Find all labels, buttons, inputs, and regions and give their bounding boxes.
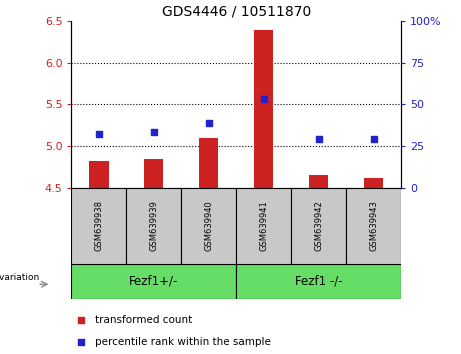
FancyBboxPatch shape xyxy=(71,188,126,264)
Text: GSM639941: GSM639941 xyxy=(259,200,268,251)
Text: Fezf1+/-: Fezf1+/- xyxy=(129,275,178,288)
Point xyxy=(95,131,103,136)
Text: GSM639938: GSM639938 xyxy=(95,200,103,251)
Bar xyxy=(364,178,383,188)
FancyBboxPatch shape xyxy=(236,188,291,264)
Text: percentile rank within the sample: percentile rank within the sample xyxy=(95,337,271,347)
Point xyxy=(260,96,267,102)
Point xyxy=(370,137,377,142)
Bar xyxy=(144,159,164,188)
Title: GDS4446 / 10511870: GDS4446 / 10511870 xyxy=(162,5,311,19)
Text: GSM639943: GSM639943 xyxy=(369,200,378,251)
Text: GSM639942: GSM639942 xyxy=(314,200,323,251)
FancyBboxPatch shape xyxy=(236,264,401,299)
Bar xyxy=(254,29,273,188)
Bar xyxy=(89,161,108,188)
FancyBboxPatch shape xyxy=(126,188,181,264)
FancyBboxPatch shape xyxy=(291,188,346,264)
Point xyxy=(77,339,85,345)
FancyBboxPatch shape xyxy=(346,188,401,264)
Text: GSM639940: GSM639940 xyxy=(204,200,213,251)
Text: GSM639939: GSM639939 xyxy=(149,200,159,251)
Text: genotype/variation: genotype/variation xyxy=(0,273,39,282)
FancyBboxPatch shape xyxy=(71,264,236,299)
FancyBboxPatch shape xyxy=(181,188,236,264)
Point xyxy=(315,137,322,142)
Text: Fezf1 -/-: Fezf1 -/- xyxy=(295,275,343,288)
Point xyxy=(77,317,85,322)
Point xyxy=(150,129,158,135)
Bar xyxy=(199,138,219,188)
Bar xyxy=(309,175,328,188)
Point xyxy=(205,120,213,126)
Text: transformed count: transformed count xyxy=(95,315,192,325)
